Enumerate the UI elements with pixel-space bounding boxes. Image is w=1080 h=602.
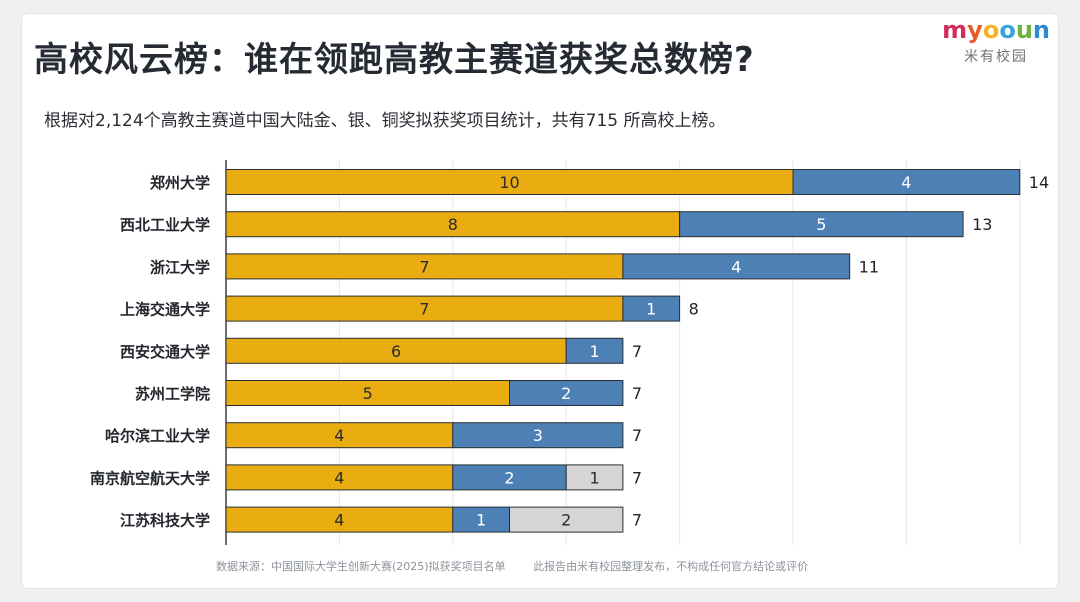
bar-value-label: 5 [363,384,373,403]
bar-total-label: 8 [689,300,699,319]
bar-value-label: 7 [419,300,429,319]
bar-segment [452,464,567,491]
bar-segment [452,506,510,533]
page-title: 高校风云榜：谁在领跑高教主赛道获奖总数榜? [34,40,755,80]
bar-value-label: 1 [646,300,656,319]
bar-segment [225,169,794,195]
bar-value-label: 6 [391,342,401,361]
category-label: 上海交通大学 [120,301,210,319]
category-label: 江苏科技大学 [120,512,210,530]
bar-total-label: 7 [632,342,642,361]
bar-total-label: 7 [632,384,642,403]
category-label: 浙江大学 [150,258,210,276]
bar-segment [509,506,624,533]
category-label: 西安交通大学 [120,343,210,361]
bar-total-label: 14 [1029,173,1049,192]
category-label: 哈尔滨工业大学 [105,427,210,445]
bar-value-label: 2 [561,511,571,530]
brand-logo: myooun 米有校园 [942,16,1050,66]
page-subtitle: 根据对2,124个高教主赛道中国大陆金、银、铜奖拟获奖项目统计，共有715 所高… [44,111,726,131]
bar-value-label: 4 [334,468,344,487]
bar-value-label: 1 [476,511,486,530]
bar-value-label: 1 [589,468,599,487]
bar-total-label: 13 [972,215,992,234]
bar-segment [622,253,851,280]
bar-value-label: 10 [499,173,519,192]
bar-segment [679,211,964,238]
bar-value-label: 3 [533,426,543,445]
bar-value-label: 4 [334,426,344,445]
bar-total-label: 7 [632,511,642,530]
bar-segment [565,464,624,491]
bar-value-label: 1 [589,342,599,361]
bar-segment [509,380,624,406]
logo-wordmark: myooun [942,16,1050,44]
footer: 数据来源：中国国际大学生创新大赛(2025)拟获奖项目名单 此报告由米有校园整理… [216,558,808,574]
bar-value-label: 2 [504,468,514,487]
logo-chinese-name: 米有校园 [964,49,1029,65]
category-label: 西北工业大学 [120,216,210,234]
bar-segment [565,337,624,364]
disclaimer-note: 此报告由米有校园整理发布，不构成任何官方结论或评价 [533,560,809,573]
bar-value-label: 4 [334,511,344,530]
bar-segment [622,295,681,322]
bar-segment [792,169,1021,195]
bar-value-label: 7 [419,257,429,276]
bar-value-label: 4 [901,173,911,192]
bar-segment [225,337,567,364]
bar-value-label: 5 [816,215,826,234]
category-label: 郑州大学 [150,174,210,192]
category-label: 南京航空航天大学 [90,469,210,487]
bar-value-label: 8 [448,215,458,234]
bar-total-label: 11 [859,257,879,276]
bar-segment [225,380,510,406]
bar-segment [452,422,624,449]
bar-segment [225,464,454,491]
bar-total-label: 7 [632,468,642,487]
bar-segment [225,506,454,533]
bar-value-label: 2 [561,384,571,403]
bar-value-label: 4 [731,257,741,276]
bar-total-label: 7 [632,426,642,445]
category-label: 苏州工学院 [135,385,210,403]
data-source-note: 数据来源：中国国际大学生创新大赛(2025)拟获奖项目名单 [216,560,506,573]
